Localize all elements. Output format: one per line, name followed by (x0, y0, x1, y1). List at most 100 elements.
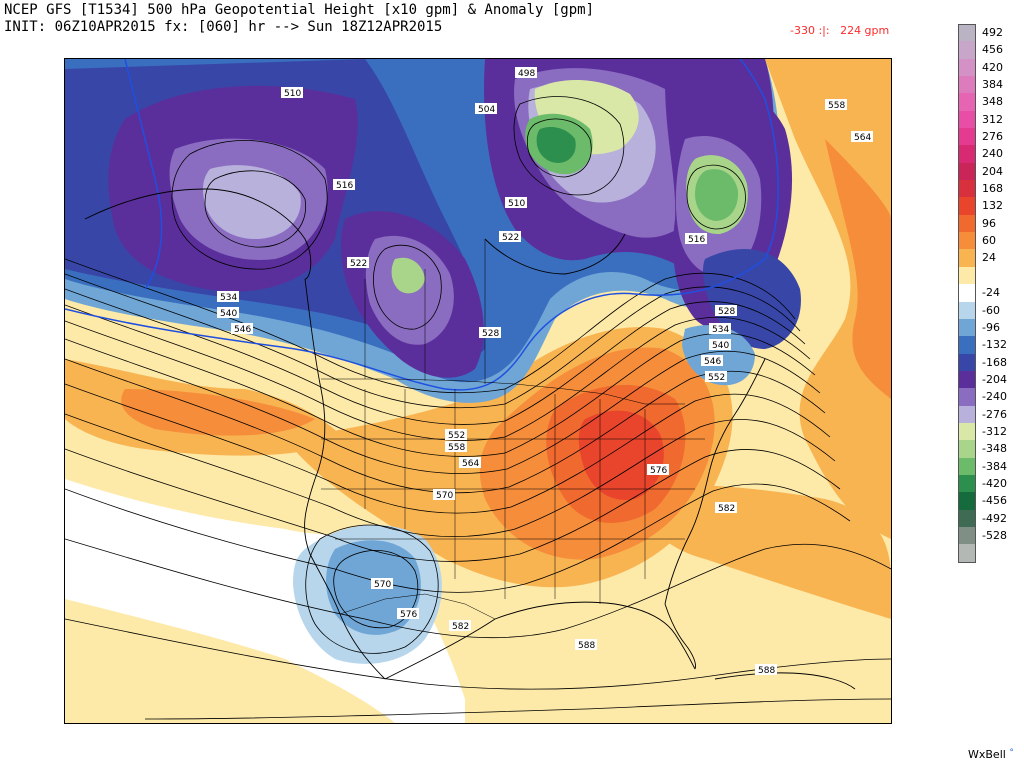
chart-title: NCEP GFS [T1534] 500 hPa Geopotential He… (4, 2, 595, 18)
legend-swatch (958, 544, 976, 562)
coastline-gulf (384, 601, 696, 680)
label-box (499, 231, 521, 242)
contour-label-558-plains: 558 (448, 443, 465, 453)
label-box (459, 457, 481, 468)
legend-swatch (958, 388, 976, 406)
legend-label: 168 (982, 182, 1003, 196)
label-box (433, 489, 455, 500)
contour-label-540-pacific: 540 (220, 309, 237, 319)
legend-swatch (958, 128, 976, 146)
contour-label-576-southwest: 576 (400, 610, 417, 620)
contour-label-540-east: 540 (712, 341, 729, 351)
legend-entry: -528 (958, 526, 1018, 545)
label-box (445, 429, 467, 440)
legend-entry: -384 (958, 457, 1018, 475)
legend-entry: 240 (958, 145, 1018, 163)
legend-swatch (958, 197, 976, 215)
legend-entry: 348 (958, 93, 1018, 111)
label-box (475, 103, 497, 114)
wxbell-logo: WxBell ° (968, 748, 1014, 761)
contour-label-528-canada: 528 (482, 329, 499, 339)
legend-entry: 96 (958, 214, 1018, 233)
contour-label-504-north: 504 (478, 105, 495, 115)
label-box (705, 371, 727, 382)
contour-label-582-east: 582 (718, 504, 735, 514)
wxbell-mark: ° (1009, 748, 1014, 758)
contour-label-552-east: 552 (708, 373, 725, 383)
contour-label-570-central: 570 (436, 491, 453, 501)
legend-label: -204 (982, 372, 1007, 386)
contour-line (65, 618, 891, 690)
contour-ring (204, 170, 307, 248)
anomaly-range-text: -330 :|: 224 gpm (790, 24, 890, 37)
coastline-florida (664, 603, 696, 670)
label-box (445, 441, 467, 452)
contour-labels: 510 516 522 528 534 540 546 552 558 564 … (217, 67, 873, 676)
label-box (505, 197, 527, 208)
legend-swatch (958, 492, 976, 510)
legend-swatch (958, 232, 976, 250)
chart-header: NCEP GFS [T1534] 500 hPa Geopotential He… (4, 2, 594, 36)
legend-label: 24 (982, 251, 996, 265)
label-box (217, 291, 239, 302)
label-box (685, 233, 707, 244)
legend-swatch (958, 266, 976, 285)
legend-entry: -276 (958, 405, 1018, 423)
legend-label: 240 (982, 147, 1003, 161)
legend-entry: -96 (958, 318, 1018, 337)
legend-swatch (958, 76, 976, 94)
contour-540-highlight-north (124, 59, 163, 290)
legend-label: 384 (982, 78, 1003, 92)
legend-label: 276 (982, 130, 1003, 144)
legend-swatch (958, 301, 976, 319)
label-box (479, 327, 501, 338)
contour-line (144, 698, 891, 720)
anomaly-pale-northwest (202, 165, 301, 239)
legend-entry: 492 (958, 24, 1018, 42)
legend-swatch (958, 318, 976, 337)
label-box (755, 664, 777, 675)
label-box (231, 323, 253, 334)
legend-label: -276 (982, 407, 1007, 421)
contour-line (65, 338, 821, 474)
legend-entry: 168 (958, 180, 1018, 198)
contour-ring (526, 118, 592, 178)
legend-top-edge (958, 24, 976, 25)
legend-entry: 420 (958, 58, 1018, 77)
legend-label: 456 (982, 43, 1003, 57)
coastline-alaska (84, 188, 312, 280)
contour-line (65, 383, 831, 514)
contour-line (65, 483, 851, 593)
contour-label-588-gulf: 588 (578, 641, 595, 651)
legend-label: -348 (982, 442, 1007, 456)
label-box (647, 464, 669, 475)
coastlines (84, 188, 856, 690)
label-box (709, 339, 731, 350)
contour-label-558-atlantic: 558 (828, 101, 845, 111)
contour-ring (305, 524, 439, 654)
legend-swatch (958, 457, 976, 475)
legend-label: -24 (982, 286, 1000, 300)
legend-label: -384 (982, 459, 1007, 473)
legend-entry: -312 (958, 422, 1018, 441)
legend-bottom-edge (958, 561, 976, 563)
label-box (709, 323, 731, 334)
legend-label: -528 (982, 528, 1007, 542)
contour-label-522-canada: 522 (350, 259, 367, 269)
legend-swatch (958, 162, 976, 181)
legend-label: -240 (982, 390, 1007, 404)
legend-entry: -492 (958, 509, 1018, 527)
legend-entry: 312 (958, 110, 1018, 129)
legend-swatch (958, 145, 976, 163)
legend-entry: 276 (958, 128, 1018, 146)
legend-label: -60 (982, 303, 1000, 317)
contour-line (65, 538, 891, 639)
legend-swatch (958, 336, 976, 354)
contour-label-534-pacific: 534 (220, 293, 237, 303)
contour-line (65, 273, 801, 409)
init-line: INIT: 06Z10APR2015 fx: [060] hr --> Sun … (4, 19, 443, 35)
anomaly-darkgreen-greenland (695, 169, 739, 221)
legend-swatch (958, 422, 976, 441)
legend-label: 420 (982, 60, 1003, 74)
contour-ring (686, 164, 746, 230)
